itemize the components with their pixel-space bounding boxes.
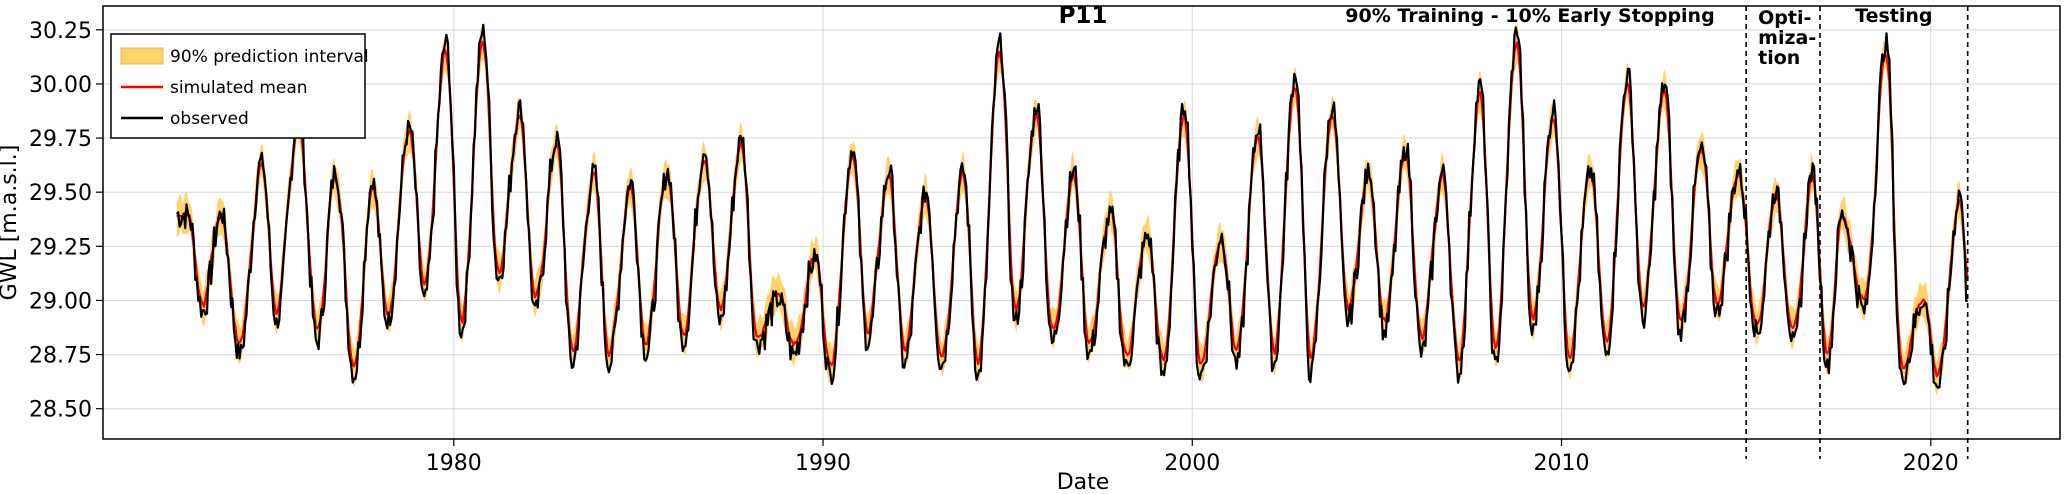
y-tick-label: 28.75	[29, 344, 92, 369]
prediction-interval-band	[176, 22, 1968, 396]
x-tick-label: 2000	[1164, 451, 1220, 476]
y-tick-label: 29.25	[29, 235, 92, 260]
period-boundaries	[1745, 6, 1969, 459]
legend-entry-label: observed	[170, 109, 249, 129]
y-tick-label: 29.50	[29, 181, 92, 206]
observed-layer	[175, 23, 1969, 389]
y-tick-label: 29.00	[29, 289, 92, 314]
legend: 90% prediction interval simulated mean obs…	[110, 33, 369, 139]
y-tick-label: 29.75	[29, 127, 92, 152]
y-axis-label: GWL [m.a.s.l.]	[0, 145, 22, 301]
y-tick-label: 28.50	[29, 398, 92, 423]
x-tick-label: 2020	[1903, 451, 1959, 476]
legend-swatch-interval	[120, 47, 164, 65]
grid-layer	[103, 6, 2060, 439]
y-tick-label: 30.00	[29, 73, 92, 98]
period-label-line: tion	[1758, 47, 1800, 69]
legend-entry-label: 90% prediction interval	[170, 47, 369, 67]
period-label: 90% Training - 10% Early Stopping	[1345, 5, 1714, 27]
period-label-line: miza-	[1758, 27, 1816, 49]
observed-line	[175, 23, 1969, 389]
plot-frame	[102, 5, 2061, 440]
y-axis-ticks: 28.50 28.75 29.00 29.25 29.50 29.75 30.00 30.25	[29, 19, 103, 423]
x-tick-label: 1980	[426, 451, 482, 476]
chart-title: P11	[1059, 3, 1108, 29]
prediction-interval-layer	[176, 22, 1968, 396]
y-tick-label: 30.25	[29, 19, 92, 44]
x-axis-label: Date	[1057, 470, 1110, 494]
simulated-mean-layer	[175, 40, 1969, 378]
period-label: Testing	[1855, 5, 1932, 27]
x-axis-ticks: 1980 1990 2000 2010 2020	[426, 439, 1959, 476]
x-tick-label: 1990	[795, 451, 851, 476]
x-tick-label: 2010	[1534, 451, 1590, 476]
period-label-line: Opti-	[1758, 7, 1811, 29]
simulated-mean-line	[175, 40, 1969, 378]
legend-entry-label: simulated mean	[170, 78, 308, 98]
period-labels: 90% Training - 10% Early Stopping Opti-mi…	[1345, 5, 1932, 69]
